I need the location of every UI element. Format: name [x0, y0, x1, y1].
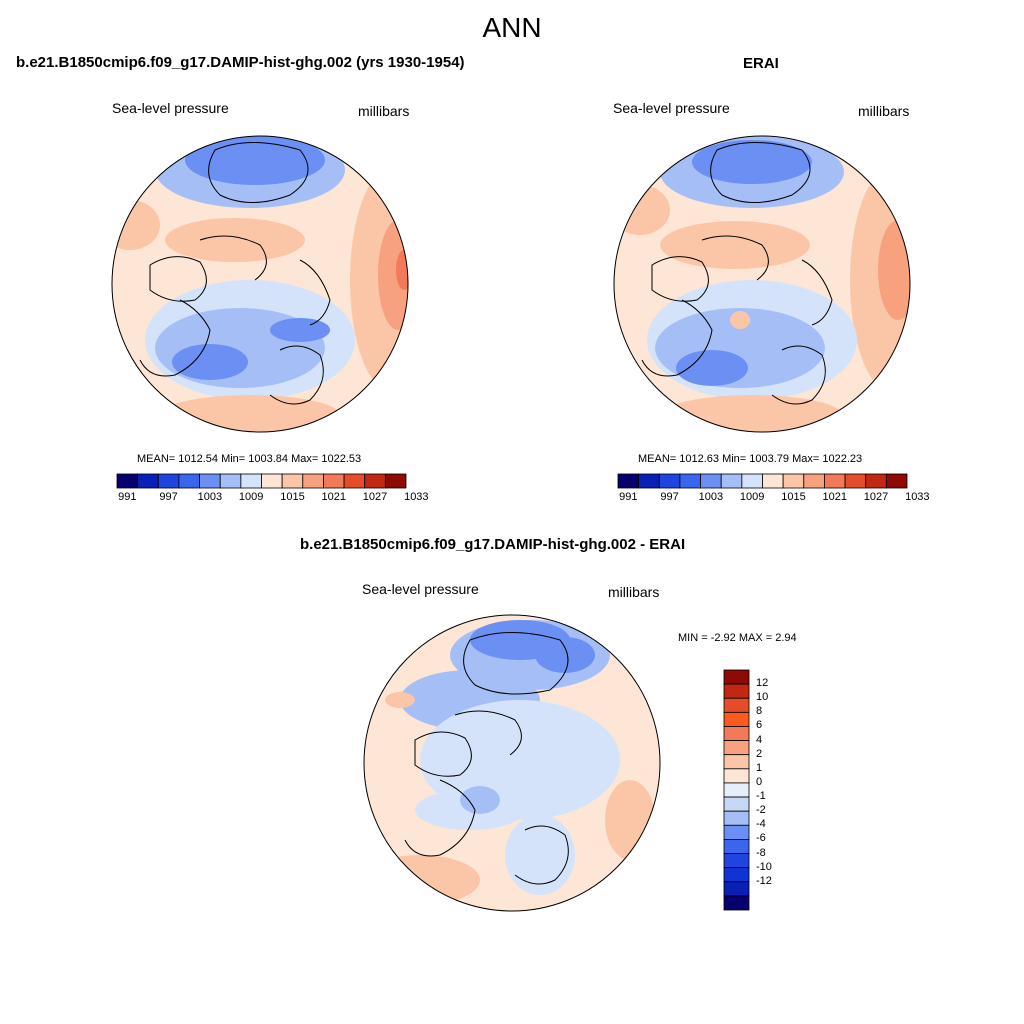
colorbar-model-tick-label: 1033	[404, 491, 429, 503]
colorbar-obs-tick-label: 1015	[781, 491, 806, 503]
panel-left-label-diff: Sea-level pressure	[362, 581, 479, 597]
map-model	[112, 136, 408, 432]
colorbar-obs-tick-label: 1009	[739, 491, 765, 503]
panel-title-diff: b.e21.B1850cmip6.f09_g17.DAMIP-hist-ghg.…	[300, 536, 686, 553]
colorbar-model-box	[384, 473, 407, 489]
colorbar-model-box	[281, 473, 304, 489]
colorbar-obs-box	[782, 473, 805, 489]
colorbar-obs-tick-label: 1003	[698, 491, 724, 503]
colorbar-obs-tick-label: 991	[619, 491, 638, 503]
colorbar-diff-box	[723, 824, 750, 840]
colorbar-model-tick-label: 1009	[238, 491, 264, 503]
colorbar-diff-tick-label: 6	[756, 719, 763, 732]
colorbar-diff-box	[723, 683, 750, 699]
colorbar-diff-tick-label: 12	[756, 677, 769, 690]
colorbar-model-box	[302, 473, 324, 489]
panel-left-label-model: Sea-level pressure	[112, 100, 229, 116]
colorbar-model-box	[137, 473, 159, 489]
colorbar-diff-tick-label: 1	[756, 761, 763, 774]
colorbar-model-box	[261, 473, 283, 489]
colorbar-obs-box	[700, 473, 722, 489]
colorbar-obs-box	[865, 473, 887, 489]
colorbar-obs-box	[679, 473, 701, 489]
colorbar-diff-tick-label: -2	[756, 804, 766, 817]
colorbar-model-tick-label: 1027	[362, 491, 388, 503]
colorbar-obs-box	[638, 473, 660, 489]
colorbar-diff-tick-label: 2	[756, 747, 763, 760]
colorbar-model-tick-label: 1021	[321, 491, 346, 503]
colorbar-diff	[723, 669, 750, 911]
colorbar-model-box	[157, 473, 180, 489]
colorbar-diff-tick-label: 4	[756, 733, 763, 746]
panel-left-label-obs: Sea-level pressure	[613, 100, 730, 116]
colorbar-diff-box	[723, 768, 750, 784]
colorbar-diff-tick-label: 8	[756, 705, 763, 718]
colorbar-diff-box	[723, 740, 750, 756]
stats-obs: MEAN= 1012.63 Min= 1003.79 Max= 1022.23	[638, 453, 863, 465]
colorbar-obs-box	[762, 473, 784, 489]
colorbar-obs-box	[617, 473, 640, 489]
colorbar-diff-box	[723, 895, 750, 911]
colorbar-model-box	[343, 473, 366, 489]
colorbar-diff-tick-label: -12	[756, 874, 772, 887]
colorbar-model-tick-label: 991	[118, 491, 137, 503]
colorbar-obs-box	[658, 473, 681, 489]
panel-units-model: millibars	[358, 103, 410, 119]
colorbar-diff-box	[723, 697, 750, 713]
colorbar-diff-box	[723, 711, 750, 727]
colorbar-model-box	[364, 473, 386, 489]
colorbar-obs-tick-label: 1021	[822, 491, 847, 503]
colorbar-obs-box	[844, 473, 867, 489]
panel-units-obs: millibars	[858, 103, 910, 119]
colorbar-diff-box	[723, 669, 750, 685]
colorbar-model-box	[199, 473, 221, 489]
stats-model: MEAN= 1012.54 Min= 1003.84 Max= 1022.53	[137, 453, 362, 465]
colorbar-model-tick-label: 997	[159, 491, 178, 503]
colorbar-diff-box	[723, 754, 750, 770]
colorbar-diff-tick-label: -6	[756, 832, 766, 845]
colorbar-model-tick-label: 1003	[197, 491, 223, 503]
colorbar-obs-box	[824, 473, 846, 489]
colorbar-obs	[617, 473, 908, 489]
colorbar-diff-tick-label: -10	[756, 860, 772, 873]
colorbar-model-tick-label: 1015	[280, 491, 305, 503]
colorbar-obs-box	[720, 473, 743, 489]
colorbar-obs-box	[741, 473, 763, 489]
colorbar-model-box	[116, 473, 139, 489]
colorbar-model-box	[219, 473, 242, 489]
colorbar-diff-box	[723, 796, 750, 812]
colorbar-diff-tick-label: -8	[756, 846, 766, 859]
colorbar-diff-box	[723, 810, 750, 826]
colorbar-model	[116, 473, 407, 489]
colorbar-model-box	[240, 473, 262, 489]
colorbar-obs-tick-label: 997	[660, 491, 679, 503]
figure-title: ANN	[482, 12, 542, 43]
map-diff	[364, 615, 660, 911]
colorbar-diff-box	[723, 726, 750, 741]
colorbar-obs-tick-label: 1033	[905, 491, 930, 503]
panel-units-diff: millibars	[608, 584, 660, 600]
colorbar-diff-box	[723, 881, 750, 897]
colorbar-model-box	[323, 473, 345, 489]
map-obs	[614, 136, 910, 432]
colorbar-diff-box	[723, 839, 750, 854]
colorbar-diff-tick-label: -4	[756, 818, 766, 831]
colorbar-obs-box	[885, 473, 908, 489]
stats-diff: MIN = -2.92 MAX = 2.94	[678, 632, 797, 644]
colorbar-diff-box	[723, 853, 750, 869]
colorbar-model-box	[178, 473, 200, 489]
colorbar-diff-box	[723, 782, 750, 798]
colorbar-diff-box	[723, 867, 750, 883]
colorbar-diff-tick-label: -1	[756, 790, 766, 803]
colorbar-obs-box	[803, 473, 825, 489]
colorbar-diff-tick-label: 0	[756, 775, 763, 788]
colorbar-obs-tick-label: 1027	[863, 491, 889, 503]
panel-title-obs: ERAI	[743, 55, 779, 72]
panel-title-model: b.e21.B1850cmip6.f09_g17.DAMIP-hist-ghg.…	[16, 54, 465, 71]
colorbar-diff-tick-label: 10	[756, 691, 769, 704]
